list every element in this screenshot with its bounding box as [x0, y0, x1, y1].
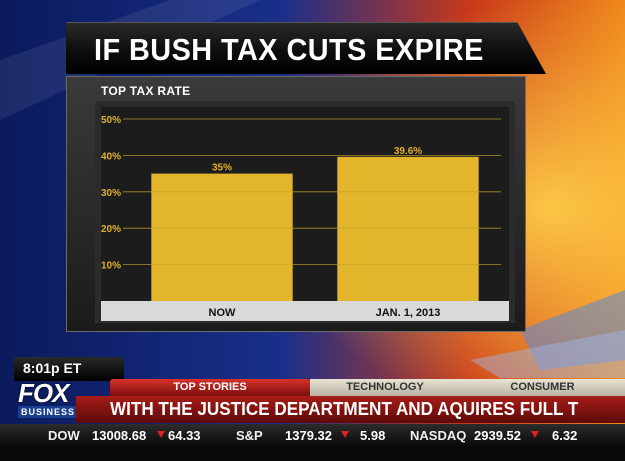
headline-bar: WITH THE JUSTICE DEPARTMENT AND AQUIRES … — [76, 396, 625, 423]
tab-technology: TECHNOLOGY — [310, 379, 460, 396]
plot-frame: 35% NOW 39.6% JAN. 1, 2013 10% 20% 30% 40% 50% — [95, 101, 515, 323]
time-label: 8:01p ET — [23, 360, 82, 376]
y-tick-label-0: 10% — [101, 261, 121, 272]
bottom-strip — [0, 448, 625, 461]
y-tick-label-4: 50% — [101, 115, 121, 126]
x-axis-strip — [101, 301, 509, 321]
market-change-sp: 5.98 — [360, 428, 386, 443]
down-arrow-icon — [157, 431, 165, 438]
logo-fox-text: FOX — [18, 378, 69, 408]
market-value-dow: 13008.68 — [92, 428, 147, 443]
fox-business-logo: FOX BUSINESS — [12, 378, 110, 424]
bar-0 — [151, 173, 293, 301]
y-tick-label-1: 20% — [101, 224, 121, 235]
market-name-dow: DOW — [48, 428, 80, 443]
tab-consumer: CONSUMER — [460, 379, 625, 396]
down-arrow-icon — [341, 431, 349, 438]
market-name-sp: S&P — [236, 428, 263, 443]
market-change-dow: 64.33 — [168, 428, 201, 443]
time-box: 8:01p ET — [14, 357, 124, 381]
logo-business-text: BUSINESS — [18, 406, 79, 418]
chart-subtitle: TOP TAX RATE — [101, 84, 191, 98]
market-name-nasdaq: NASDAQ — [410, 428, 467, 443]
chart-title: IF BUSH TAX CUTS EXPIRE — [94, 32, 484, 67]
market-ticker: DOW 13008.68 64.33 S&P 1379.32 5.98 NASD… — [0, 424, 625, 448]
y-tick-label-2: 30% — [101, 188, 121, 199]
bar-1 — [337, 156, 479, 301]
chart-panel: TOP TAX RATE 35% NOW 39.6% JAN. 1, 2013 10% 2… — [66, 76, 526, 332]
tab-top-stories: TOP STORIES — [110, 379, 310, 396]
market-change-nasdaq: 6.32 — [552, 428, 578, 443]
data-label-1: 39.6% — [394, 146, 422, 157]
chart-plot: 35% NOW 39.6% JAN. 1, 2013 10% 20% 30% 40% 50% — [95, 101, 515, 323]
down-arrow-icon — [531, 431, 539, 438]
headline-text: WITH THE JUSTICE DEPARTMENT AND AQUIRES … — [110, 399, 579, 419]
title-bar: IF BUSH TAX CUTS EXPIRE — [66, 22, 546, 74]
ticker-tabs: TOP STORIES TECHNOLOGY CONSUMER — [110, 379, 625, 396]
x-tick-label-1: JAN. 1, 2013 — [376, 307, 441, 319]
x-tick-label-0: NOW — [209, 307, 237, 319]
y-tick-label-3: 40% — [101, 151, 121, 162]
market-value-nasdaq: 2939.52 — [474, 428, 521, 443]
market-value-sp: 1379.32 — [285, 428, 332, 443]
data-label-0: 35% — [212, 163, 232, 174]
